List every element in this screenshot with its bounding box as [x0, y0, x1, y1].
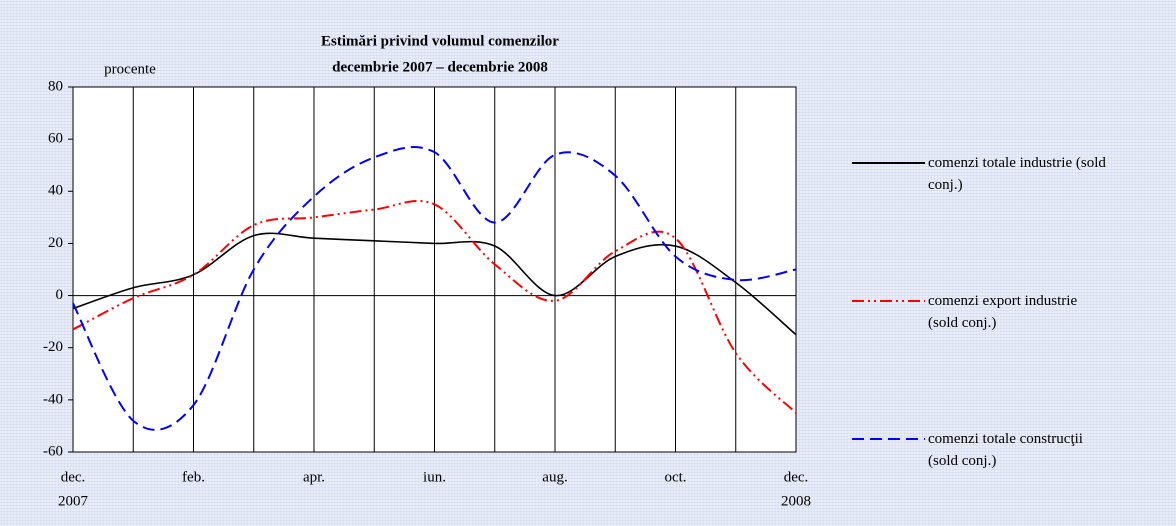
x-tick-label: dec.	[61, 469, 86, 485]
legend-label: comenzi totale construcţii (sold conj.)	[928, 431, 1083, 469]
series-line	[72, 146, 797, 431]
series-line	[72, 200, 797, 414]
y-axis-label: procente	[104, 61, 156, 77]
chart-title: Estimări privind volumul comenzilor	[321, 33, 559, 49]
x-tick-label: oct.	[664, 469, 686, 485]
x-tick-label: dec.	[784, 469, 809, 485]
series-line	[72, 232, 797, 336]
y-tick-label: -20	[43, 339, 63, 355]
legend-label: comenzi totale industrie (sold conj.)	[928, 155, 1106, 193]
x-tick-label: apr.	[303, 469, 325, 485]
x-tick-label: feb.	[182, 469, 205, 485]
y-tick-label: -40	[43, 391, 63, 407]
y-tick-label: 20	[48, 235, 63, 251]
y-tick-label: 40	[48, 183, 63, 199]
y-tick-label: 60	[48, 131, 63, 147]
chart-subtitle: decembrie 2007 – decembrie 2008	[332, 59, 548, 75]
legend-label: comenzi export industrie (sold conj.)	[928, 293, 1078, 331]
year-label: 2008	[781, 493, 811, 509]
y-tick-label: -60	[43, 443, 63, 459]
year-label: 2007	[58, 493, 89, 509]
x-tick-label: iun.	[423, 469, 446, 485]
x-tick-label: aug.	[542, 469, 567, 485]
y-tick-label: 0	[56, 287, 64, 303]
y-tick-label: 80	[48, 78, 63, 94]
